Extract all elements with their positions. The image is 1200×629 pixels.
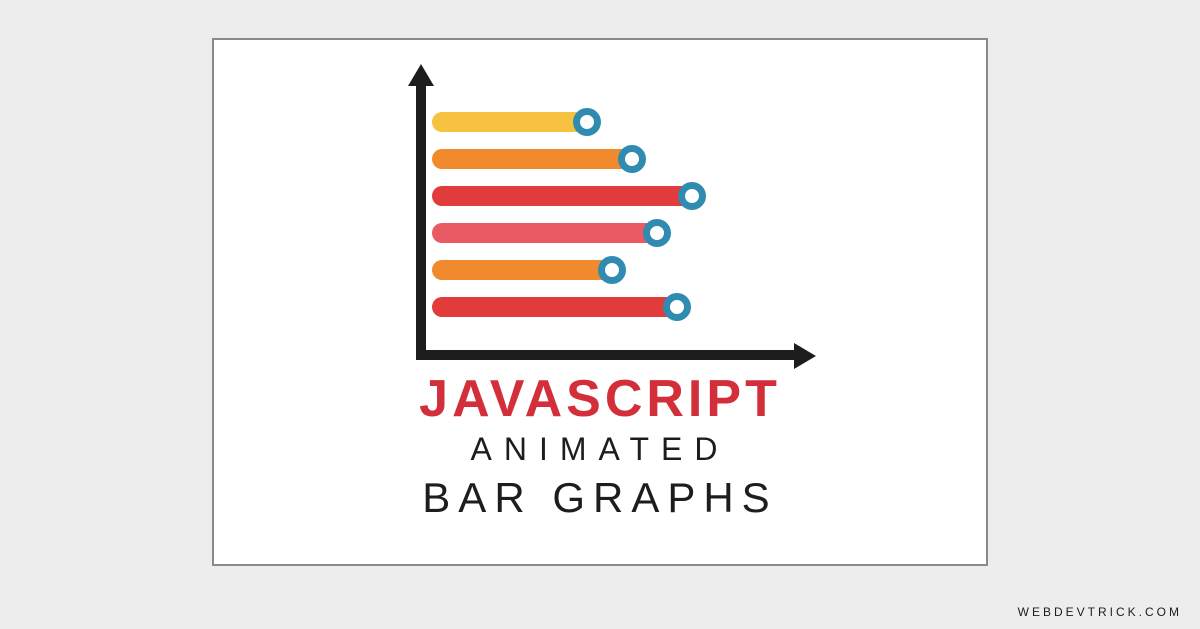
bar <box>432 223 657 243</box>
bar <box>432 112 587 132</box>
bar <box>432 186 692 206</box>
bar-end-dot-icon <box>598 256 626 284</box>
x-axis <box>416 350 796 360</box>
title-line-1: JAVASCRIPT <box>214 369 986 429</box>
title-line-3: BAR GRAPHS <box>214 474 986 522</box>
watermark: WEBDEVTRICK.COM <box>1018 605 1182 619</box>
bar <box>432 260 612 280</box>
bar-end-dot-icon <box>643 219 671 247</box>
infographic-card: JAVASCRIPT ANIMATED BAR GRAPHS <box>212 38 988 566</box>
bar-end-dot-icon <box>678 182 706 210</box>
bar <box>432 149 632 169</box>
y-axis <box>416 80 426 360</box>
bar-end-dot-icon <box>573 108 601 136</box>
bar-chart <box>390 70 810 375</box>
bar-end-dot-icon <box>663 293 691 321</box>
title-line-2: ANIMATED <box>214 431 986 468</box>
bar-end-dot-icon <box>618 145 646 173</box>
bar <box>432 297 677 317</box>
x-axis-arrow <box>794 343 816 369</box>
title-block: JAVASCRIPT ANIMATED BAR GRAPHS <box>214 369 986 522</box>
